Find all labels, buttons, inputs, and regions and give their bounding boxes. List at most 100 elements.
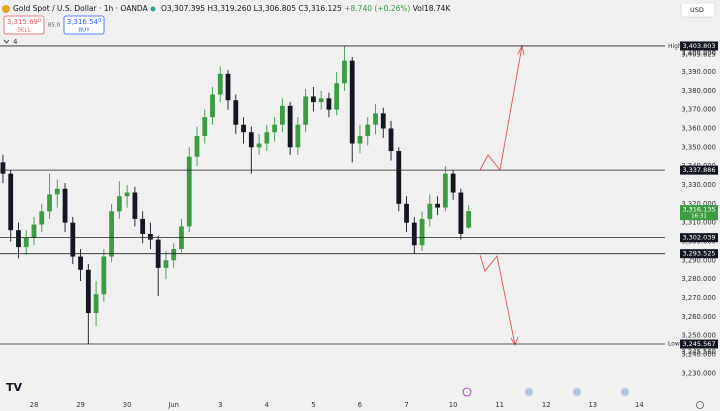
y-tick-label: 3,390.000 bbox=[681, 68, 716, 76]
candle-body bbox=[295, 124, 301, 148]
candle-body bbox=[202, 117, 208, 136]
down-arrow bbox=[479, 254, 516, 346]
up-arrow bbox=[479, 45, 523, 172]
volume: Vol18.74K bbox=[413, 4, 452, 13]
candle-body bbox=[140, 218, 146, 234]
sell-price[interactable]: 3,315.690 bbox=[7, 18, 41, 27]
ohlc: O3,307.395 H3,319.260 L3,306.805 C3,316.… bbox=[161, 4, 451, 13]
y-tick-label: 3,380.000 bbox=[681, 87, 716, 95]
level-label: 3,293.525 bbox=[682, 250, 715, 258]
candle-body bbox=[442, 173, 448, 208]
sell-label[interactable]: SELL bbox=[17, 28, 31, 34]
high-marker-text: High bbox=[668, 43, 682, 50]
level-label-box bbox=[680, 41, 718, 51]
last-price-box bbox=[680, 205, 718, 221]
y-tick-label: 3,400.000 bbox=[681, 49, 716, 57]
y-tick-label: 3,350.000 bbox=[681, 143, 716, 151]
close: C3,316.125 bbox=[298, 4, 342, 13]
candle-body bbox=[186, 156, 192, 227]
candle-body bbox=[39, 211, 45, 225]
candle-body bbox=[16, 230, 21, 248]
candle-body bbox=[47, 194, 52, 212]
candle-body bbox=[54, 188, 60, 195]
last-price-label: 3,316.135 bbox=[682, 206, 715, 214]
candle-body bbox=[0, 162, 6, 174]
level-label: 3,403.803 bbox=[682, 42, 715, 50]
symbol-icon bbox=[2, 5, 10, 13]
x-tick-label: 29 bbox=[76, 401, 85, 409]
candle-body bbox=[435, 203, 440, 208]
event-icon[interactable] bbox=[525, 388, 533, 396]
candle-body bbox=[70, 222, 76, 257]
candle-body bbox=[272, 124, 277, 133]
candle-body bbox=[8, 173, 14, 231]
high-marker-label: 3,403.625 bbox=[681, 50, 716, 58]
market-status bbox=[150, 6, 156, 12]
buy-label[interactable]: BUY bbox=[78, 28, 90, 34]
y-tick-label: 3,250.000 bbox=[681, 332, 716, 340]
symbol-title: Gold Spot / U.S. Dollar · 1h · OANDA bbox=[13, 4, 149, 13]
candle-body bbox=[411, 222, 417, 246]
settings-icon[interactable] bbox=[696, 401, 704, 409]
level-label-box bbox=[680, 233, 718, 243]
open: O3,307.395 bbox=[161, 4, 205, 13]
x-tick-label: 14 bbox=[635, 401, 644, 409]
collapse-arrow[interactable] bbox=[3, 39, 10, 44]
high: H3,319.260 bbox=[207, 4, 251, 13]
candle-body bbox=[396, 151, 402, 204]
currency[interactable]: USD bbox=[690, 6, 704, 14]
logo: TV bbox=[6, 381, 23, 394]
x-tick-label: Jun bbox=[167, 401, 179, 409]
sell-price-small[interactable]: 0 bbox=[38, 18, 41, 24]
candle-body bbox=[210, 94, 215, 118]
candle-body bbox=[365, 124, 371, 136]
y-tick-label: 3,260.000 bbox=[681, 313, 716, 321]
candle-body bbox=[264, 132, 270, 144]
candle-body bbox=[62, 188, 68, 223]
candle-body bbox=[466, 211, 472, 228]
event-icon[interactable] bbox=[621, 388, 629, 396]
spread: 85.0 bbox=[48, 23, 61, 29]
event-icon[interactable] bbox=[462, 387, 472, 397]
candle-body bbox=[248, 132, 254, 148]
candle-body bbox=[279, 105, 285, 125]
buy-price[interactable]: 3,316.540 bbox=[67, 18, 101, 27]
candle-body bbox=[256, 143, 262, 148]
candle-body bbox=[31, 224, 37, 238]
x-tick-label: 28 bbox=[30, 401, 39, 409]
candle-body bbox=[171, 249, 177, 261]
buy-price-small[interactable]: 0 bbox=[98, 18, 101, 24]
event-icon[interactable] bbox=[573, 388, 581, 396]
x-tick-label: 3 bbox=[218, 401, 222, 409]
candle-body bbox=[109, 211, 115, 257]
buy-price-main[interactable]: 3,316.54 bbox=[67, 18, 99, 26]
down-arrow-head bbox=[510, 336, 519, 347]
sell-button[interactable] bbox=[3, 15, 45, 35]
y-tick-label: 3,270.000 bbox=[681, 294, 716, 302]
candle-body bbox=[349, 60, 355, 144]
candle-body bbox=[357, 135, 363, 144]
candle-body bbox=[326, 98, 332, 110]
indicator-count[interactable]: 4 bbox=[13, 38, 18, 46]
y-tick-label: 3,330.000 bbox=[681, 181, 716, 189]
level-label-box bbox=[680, 339, 718, 349]
sell-price-main[interactable]: 3,315.69 bbox=[7, 18, 38, 26]
candle-body bbox=[311, 96, 316, 103]
y-tick-label: 3,280.000 bbox=[681, 275, 716, 283]
level-label-box bbox=[680, 165, 718, 175]
candle-body bbox=[194, 135, 200, 157]
candle-body bbox=[380, 113, 386, 129]
candle-body bbox=[78, 256, 83, 270]
x-tick-label: 13 bbox=[588, 401, 597, 409]
buy-button[interactable] bbox=[63, 15, 105, 35]
currency-button[interactable] bbox=[680, 2, 716, 18]
candle-body bbox=[85, 269, 91, 314]
level-label-box bbox=[680, 249, 718, 259]
candle-body bbox=[23, 237, 29, 248]
low-marker-text: Low bbox=[668, 341, 680, 348]
candle-body bbox=[163, 260, 169, 268]
drawings bbox=[479, 44, 525, 347]
x-tick-label: 4 bbox=[265, 401, 269, 409]
candle-body bbox=[93, 294, 99, 314]
